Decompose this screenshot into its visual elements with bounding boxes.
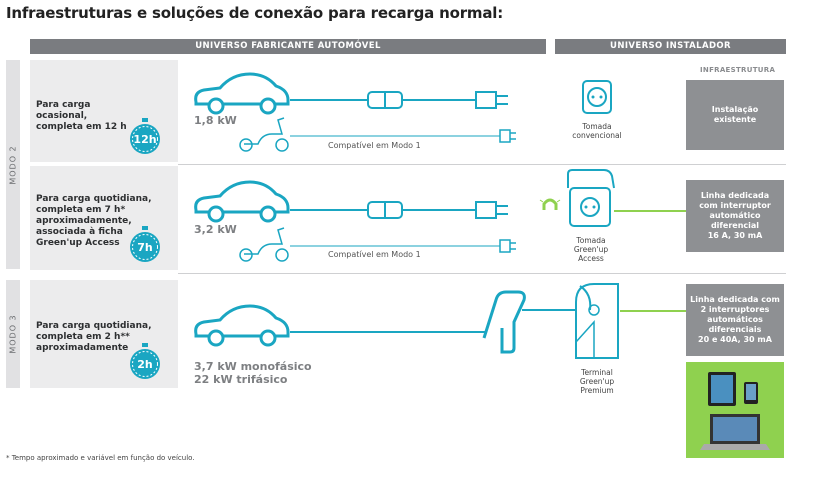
footnote: * Tempo aproximado e variável em função … xyxy=(6,454,195,462)
conventional-outlet-icon xyxy=(582,80,612,114)
charging-cable xyxy=(290,201,516,253)
timer-value: 12h xyxy=(133,133,157,146)
timer-value: 2h xyxy=(137,358,153,371)
charging-cable xyxy=(290,91,516,143)
timer-value: 7h xyxy=(137,241,153,254)
compatibility-note: Compatível em Modo 1 xyxy=(328,250,421,259)
mode3-strip: MODO 3 xyxy=(6,280,20,388)
mode2-label: MODO 2 xyxy=(8,144,18,185)
car-icon xyxy=(194,72,290,115)
green-line xyxy=(620,310,686,312)
infrastructure-label: INFRAESTRUTURA xyxy=(700,66,776,74)
outlet-label: Tomada convencional xyxy=(572,122,622,140)
magnet-icon xyxy=(539,198,561,210)
compatibility-note: Compatível em Modo 1 xyxy=(328,141,421,150)
row3-description: Para carga quotidiana, completa em 2 h** a… xyxy=(36,321,152,353)
timer-icon xyxy=(130,343,160,379)
greenup-premium-terminal-icon xyxy=(575,283,619,359)
infrastructure-box: Linha dedicada com 2 interruptores automát… xyxy=(686,284,784,356)
infrastructure-box: Instalação existente xyxy=(686,80,784,150)
outlet-label: Tomada Green'up Access xyxy=(573,236,609,263)
header-automaker: UNIVERSO FABRICANTE AUTOMÓVEL xyxy=(30,39,546,54)
page-title: Infraestruturas e soluções de conexão pa… xyxy=(6,4,503,22)
charging-cable xyxy=(290,290,580,354)
outlet-label: Terminal Green'up Premium xyxy=(579,368,615,395)
mode3-label: MODO 3 xyxy=(8,314,18,354)
scooter-icon xyxy=(239,117,289,152)
row2-description: Para carga quotidiana, completa em 7 h* ap… xyxy=(36,194,152,248)
greenup-access-outlet-icon xyxy=(567,169,615,227)
power-rating: 3,2 kW xyxy=(194,223,237,236)
mode2-strip: MODO 2 xyxy=(6,60,20,269)
row-separator xyxy=(178,164,786,165)
timer-icon xyxy=(130,226,160,262)
car-icon xyxy=(194,304,290,347)
row-separator xyxy=(178,273,786,274)
car-icon xyxy=(194,180,290,223)
timer-icon xyxy=(130,118,160,154)
infrastructure-box: Linha dedicada com interruptor automático d… xyxy=(686,180,784,252)
devices-illustration xyxy=(700,372,770,450)
green-line xyxy=(614,210,686,212)
power-rating: 3,7 kW monofásico 22 kW trifásico xyxy=(194,360,312,386)
row1-description: Para carga ocasional, completa em 12 h xyxy=(36,100,127,132)
header-installer: UNIVERSO INSTALADOR xyxy=(555,39,786,54)
scooter-icon xyxy=(239,227,289,262)
power-rating: 1,8 kW xyxy=(194,114,237,127)
